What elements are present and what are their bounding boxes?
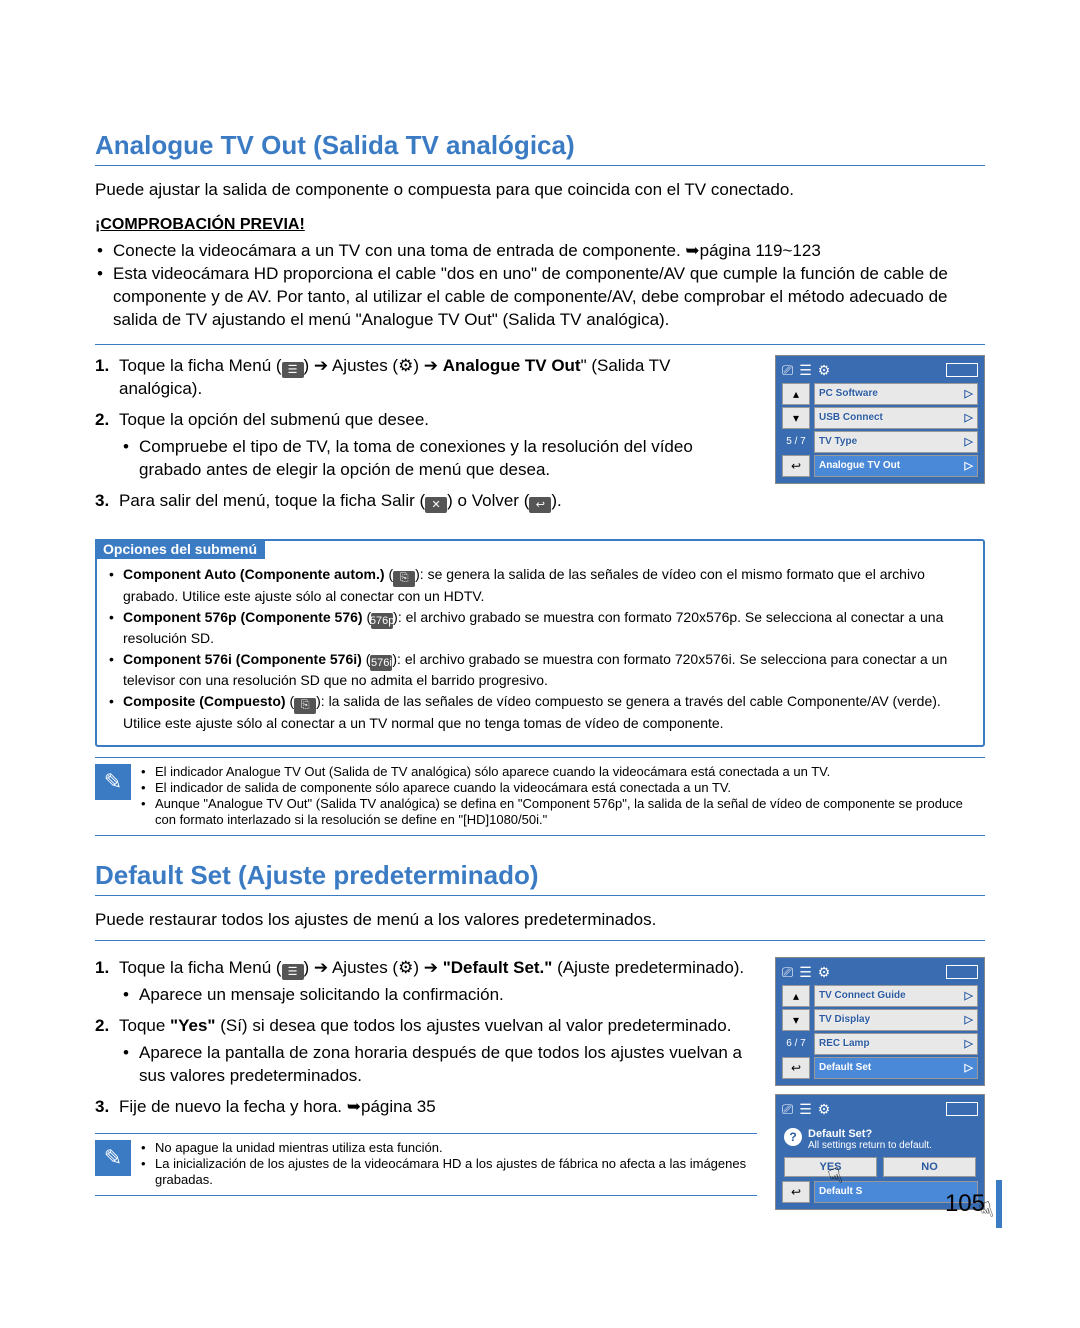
note-item: El indicador de salida de componente sól… xyxy=(141,780,985,796)
page-edge-bar xyxy=(996,1180,1002,1228)
check-item: Esta videocámara HD proporciona el cable… xyxy=(95,263,985,332)
menu-item[interactable]: TV Display▷ xyxy=(814,1009,978,1031)
list-icon: ☰ xyxy=(799,964,812,981)
menu-icon: ☰ xyxy=(282,964,304,980)
exit-icon: ✕ xyxy=(425,497,447,513)
battery-icon xyxy=(946,965,978,979)
page-number: 105 xyxy=(945,1190,985,1218)
menu-item[interactable]: PC Software▷ xyxy=(814,383,978,405)
options-tab: Opciones del submenú xyxy=(95,539,265,559)
lcd-screenshot-2: ⎚ ☰ ⚙ ▴ ▾ 6 / 7 ↩ TV Connect Guide▷TV Di… xyxy=(775,957,985,1086)
option-item: Component 576p (Componente 576) (576p): … xyxy=(109,608,971,647)
camera-icon: ⎚ xyxy=(782,1101,793,1118)
menu-icon: ☰ xyxy=(282,362,304,378)
lcd-screenshot-1: ⎚ ☰ ⚙ ▴ ▾ 5 / 7 ↩ PC Software▷USB Connec… xyxy=(775,355,985,484)
page-indicator: 6 / 7 xyxy=(782,1033,810,1055)
gear-icon: ⚙ xyxy=(398,957,413,980)
back-button[interactable]: ↩ xyxy=(782,1181,810,1203)
battery-icon xyxy=(946,1102,978,1116)
format-icon: ⎘ xyxy=(294,698,316,714)
gear-icon: ⚙ xyxy=(398,355,413,378)
page-indicator: 5 / 7 xyxy=(782,431,810,453)
sub-step: Compruebe el tipo de TV, la toma de cone… xyxy=(119,436,757,482)
gear-icon: ⚙ xyxy=(818,362,831,379)
note-icon: ✎ xyxy=(95,1140,131,1176)
menu-item[interactable]: Default Set▷ xyxy=(814,1057,978,1079)
format-icon: 576i xyxy=(370,655,392,671)
option-item: Composite (Compuesto) (⎘): la salida de … xyxy=(109,692,971,731)
menu-item[interactable]: REC Lamp▷ xyxy=(814,1033,978,1055)
question-icon: ? xyxy=(784,1128,802,1146)
options-list: Component Auto (Componente autom.) (⎘): … xyxy=(97,565,983,744)
submenu-options-box: Opciones del submenú Component Auto (Com… xyxy=(95,539,985,746)
note-item: La inicialización de los ajustes de la v… xyxy=(141,1156,757,1189)
sub-step: Aparece un mensaje solicitando la confir… xyxy=(119,984,757,1007)
format-icon: ⎘ xyxy=(393,571,415,587)
check-list: Conecte la videocámara a un TV con una t… xyxy=(95,240,985,345)
manual-page: Analogue TV Out (Salida TV analógica) Pu… xyxy=(0,0,1080,1258)
down-button[interactable]: ▾ xyxy=(782,1009,810,1031)
up-button[interactable]: ▴ xyxy=(782,383,810,405)
check-heading: ¡COMPROBACIÓN PREVIA! xyxy=(95,216,985,234)
steps-list-1: Toque la ficha Menú (☰) ➔ Ajustes (⚙) ➔ … xyxy=(95,355,757,514)
steps-list-2: Toque la ficha Menú (☰) ➔ Ajustes (⚙) ➔ … xyxy=(95,957,757,1119)
section2-title: Default Set (Ajuste predeterminado) xyxy=(95,860,985,896)
option-item: Component 576i (Componente 576i) (576i):… xyxy=(109,650,971,689)
battery-icon xyxy=(946,363,978,377)
step: Fije de nuevo la fecha y hora. ➥página 3… xyxy=(95,1096,757,1119)
option-item: Component Auto (Componente autom.) (⎘): … xyxy=(109,565,971,604)
dialog-text: All settings return to default. xyxy=(808,1140,932,1151)
step: Toque la ficha Menú (☰) ➔ Ajustes (⚙) ➔ … xyxy=(95,355,757,401)
note-item: El indicador Analogue TV Out (Salida de … xyxy=(141,764,985,780)
note-list: El indicador Analogue TV Out (Salida de … xyxy=(141,764,985,829)
note-item: Aunque "Analogue TV Out" (Salida TV anal… xyxy=(141,796,985,829)
note-box-1: ✎ El indicador Analogue TV Out (Salida d… xyxy=(95,757,985,836)
section1-intro: Puede ajustar la salida de componente o … xyxy=(95,180,985,200)
down-button[interactable]: ▾ xyxy=(782,407,810,429)
section2-intro: Puede restaurar todos los ajustes de men… xyxy=(95,910,985,941)
gear-icon: ⚙ xyxy=(818,1101,831,1118)
sub-step: Aparece la pantalla de zona horaria desp… xyxy=(119,1042,757,1088)
menu-item[interactable]: TV Connect Guide▷ xyxy=(814,985,978,1007)
section1-title: Analogue TV Out (Salida TV analógica) xyxy=(95,130,985,166)
list-icon: ☰ xyxy=(799,1101,812,1118)
gear-icon: ⚙ xyxy=(818,964,831,981)
menu-item[interactable]: USB Connect▷ xyxy=(814,407,978,429)
camera-icon: ⎚ xyxy=(782,362,793,379)
note-item: No apague la unidad mientras utiliza est… xyxy=(141,1140,757,1156)
back-icon: ↩ xyxy=(529,497,551,513)
format-icon: 576p xyxy=(371,613,393,629)
step: Para salir del menú, toque la ficha Sali… xyxy=(95,490,757,513)
step: Toque "Yes" (Sí) si desea que todos los … xyxy=(95,1015,757,1088)
step: Toque la opción del submenú que desee. C… xyxy=(95,409,757,482)
menu-item[interactable]: Analogue TV Out▷ xyxy=(814,455,978,477)
list-icon: ☰ xyxy=(799,362,812,379)
back-button[interactable]: ↩ xyxy=(782,455,810,477)
note-box-2: ✎ No apague la unidad mientras utiliza e… xyxy=(95,1133,757,1196)
check-item: Conecte la videocámara a un TV con una t… xyxy=(95,240,985,263)
dialog-title: Default Set? xyxy=(808,1128,932,1140)
up-button[interactable]: ▴ xyxy=(782,985,810,1007)
no-button[interactable]: NO xyxy=(883,1157,976,1177)
back-button[interactable]: ↩ xyxy=(782,1057,810,1079)
menu-item[interactable]: TV Type▷ xyxy=(814,431,978,453)
camera-icon: ⎚ xyxy=(782,964,793,981)
step: Toque la ficha Menú (☰) ➔ Ajustes (⚙) ➔ … xyxy=(95,957,757,1007)
note-list: No apague la unidad mientras utiliza est… xyxy=(141,1140,757,1189)
note-icon: ✎ xyxy=(95,764,131,800)
